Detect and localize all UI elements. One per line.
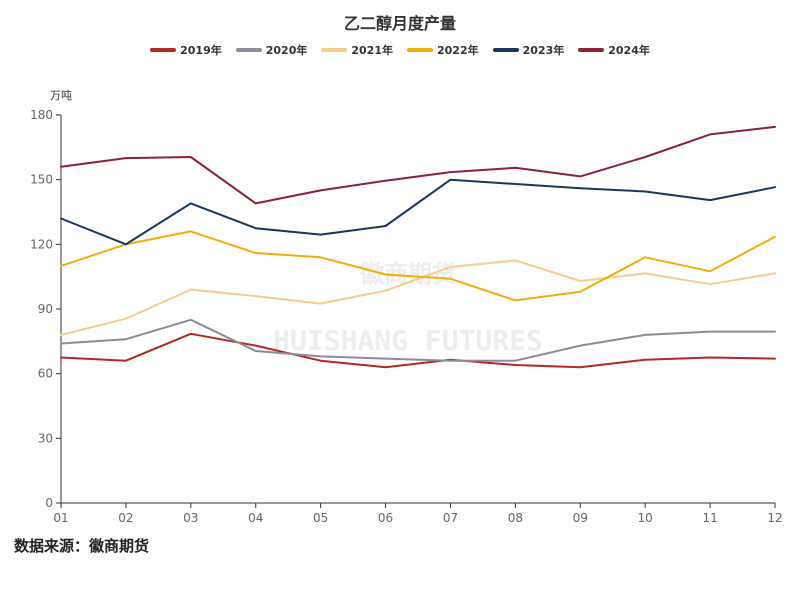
- x-tick-label: 07: [443, 511, 458, 525]
- y-tick-label: 180: [30, 108, 53, 122]
- legend-label: 2024年: [608, 44, 650, 57]
- source-note: 数据来源：徽商期货: [14, 537, 150, 555]
- legend-swatch: [407, 48, 433, 52]
- chart-title: 乙二醇月度产量: [343, 14, 456, 33]
- x-tick-label: 03: [183, 511, 198, 525]
- y-tick-label: 0: [45, 496, 53, 510]
- legend-item[interactable]: 2020年: [235, 42, 308, 58]
- legend: 2019年 2020年 2021年 2022年 2023年 2024年: [0, 42, 800, 58]
- legend-item[interactable]: 2019年: [150, 42, 222, 58]
- legend-swatch: [150, 48, 177, 52]
- legend-label: 2019年: [180, 44, 222, 57]
- y-tick-label: 120: [30, 237, 53, 251]
- x-tick-label: 10: [638, 511, 653, 525]
- legend-swatch: [492, 48, 519, 52]
- watermark-en: HUISHANG FUTURES: [273, 324, 543, 357]
- x-tick-label: 05: [313, 511, 328, 525]
- x-tick-label: 01: [53, 511, 68, 525]
- series-line: [60, 125, 776, 205]
- y-tick-label: 60: [38, 367, 53, 381]
- y-axis-label: 万吨: [50, 89, 72, 102]
- legend-label: 2023年: [522, 44, 565, 57]
- legend-swatch: [235, 48, 262, 52]
- series-line: [60, 259, 776, 336]
- legend-label: 2022年: [437, 44, 479, 57]
- x-tick-label: 09: [573, 511, 588, 525]
- y-tick-label: 90: [38, 302, 53, 316]
- series-line: [60, 332, 776, 369]
- x-tick-label: 08: [508, 511, 523, 525]
- x-tick-label: 12: [767, 511, 782, 525]
- legend-swatch: [578, 48, 605, 52]
- x-tick-label: 04: [248, 511, 263, 525]
- x-tick-label: 02: [118, 511, 133, 525]
- legend-item[interactable]: 2024年: [578, 42, 650, 58]
- legend-label: 2020年: [265, 44, 308, 57]
- series-line: [60, 230, 776, 302]
- legend-item[interactable]: 2021年: [321, 42, 393, 58]
- legend-swatch: [321, 48, 348, 52]
- series-line: [60, 318, 776, 362]
- legend-item[interactable]: 2022年: [407, 42, 479, 58]
- series-line: [60, 178, 776, 246]
- x-tick-label: 06: [378, 511, 393, 525]
- y-tick-label: 150: [30, 173, 53, 187]
- y-tick-label: 30: [38, 431, 53, 445]
- x-tick-label: 11: [702, 511, 717, 525]
- legend-label: 2021年: [351, 44, 393, 57]
- legend-item[interactable]: 2023年: [492, 42, 565, 58]
